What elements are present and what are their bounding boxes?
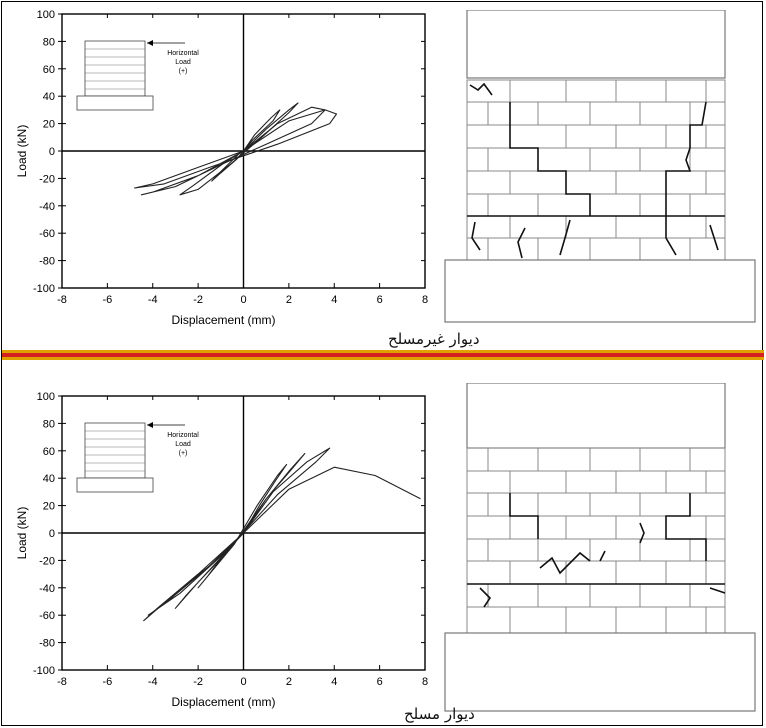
y-tick-label: 60 xyxy=(43,64,55,76)
reinforced-wall-crack-pattern xyxy=(444,383,756,712)
separator-top-line xyxy=(2,350,764,353)
crack-lines xyxy=(467,82,725,259)
y-axis-label: Load (kN) xyxy=(15,507,29,560)
hysteresis-loop-4 xyxy=(243,466,421,534)
y-tick-label: 100 xyxy=(37,9,55,21)
hysteresis-loop-3 xyxy=(147,447,331,616)
x-tick-label: -6 xyxy=(102,294,112,306)
inset-label-line2: Load xyxy=(175,441,191,448)
unreinforced-wall-crack-pattern xyxy=(444,10,756,323)
inset-label-line2: Load xyxy=(175,59,191,66)
y-tick-label: 20 xyxy=(43,119,55,131)
crack-lines xyxy=(467,493,726,608)
x-tick-label: -4 xyxy=(148,676,158,688)
x-tick-label: 4 xyxy=(331,294,337,306)
y-tick-label: -100 xyxy=(33,283,55,295)
x-tick-label: 0 xyxy=(240,294,246,306)
inset-wall-sketch: Horizontal Load (+) xyxy=(76,422,199,493)
x-tick-label: 6 xyxy=(377,294,383,306)
y-tick-label: 60 xyxy=(43,446,55,458)
x-axis-label: Displacement (mm) xyxy=(171,313,275,327)
y-tick-label: 40 xyxy=(43,91,55,103)
x-tick-label: -6 xyxy=(102,676,112,688)
x-tick-label: -2 xyxy=(193,294,203,306)
x-tick-label: 0 xyxy=(240,676,246,688)
unreinforced-wall-caption: دیوار غیرمسلح xyxy=(388,330,480,348)
y-tick-label: -20 xyxy=(39,173,55,185)
reinforced-wall-caption: دیوار مسلح xyxy=(404,705,475,723)
hysteresis-loop-3 xyxy=(140,106,326,196)
separator-bottom-line xyxy=(2,357,764,360)
y-axis-label: Load (kN) xyxy=(15,125,29,178)
hysteresis-loop-4 xyxy=(134,109,338,189)
y-tick-label: -80 xyxy=(39,638,55,650)
brick-courses xyxy=(466,79,726,261)
y-tick-label: -60 xyxy=(39,228,55,240)
x-tick-label: 2 xyxy=(286,676,292,688)
hysteresis-loop-5 xyxy=(143,532,244,622)
y-tick-label: -60 xyxy=(39,610,55,622)
separator-mid-line xyxy=(2,353,764,357)
hysteresis-loop-2 xyxy=(174,452,306,609)
x-tick-label: 6 xyxy=(377,676,383,688)
x-tick-label: 8 xyxy=(422,676,428,688)
y-tick-label: -100 xyxy=(33,665,55,677)
hysteresis-loop-2 xyxy=(179,102,299,196)
inset-wall-sketch: Horizontal Load (+) xyxy=(76,40,199,111)
x-tick-label: -8 xyxy=(57,676,67,688)
y-tick-label: -40 xyxy=(39,583,55,595)
y-tick-label: 80 xyxy=(43,418,55,430)
brick-courses xyxy=(466,447,726,634)
y-tick-label: -40 xyxy=(39,201,55,213)
x-axis-label: Displacement (mm) xyxy=(171,695,275,709)
hysteresis-loop-1 xyxy=(197,463,288,589)
inset-label-line1: Horizontal xyxy=(167,50,199,57)
x-tick-label: 2 xyxy=(286,294,292,306)
inset-label-line3: (+) xyxy=(179,450,188,457)
inset-label-line1: Horizontal xyxy=(167,432,199,439)
y-tick-label: 40 xyxy=(43,473,55,485)
inset-label-line3: (+) xyxy=(179,68,188,75)
y-tick-label: 20 xyxy=(43,501,55,513)
y-tick-label: -80 xyxy=(39,256,55,268)
y-tick-label: 80 xyxy=(43,36,55,48)
x-tick-label: -4 xyxy=(148,294,158,306)
x-tick-label: -2 xyxy=(193,676,203,688)
y-tick-label: 0 xyxy=(49,528,55,540)
x-tick-label: 8 xyxy=(422,294,428,306)
y-tick-label: 100 xyxy=(37,391,55,403)
y-tick-label: -20 xyxy=(39,555,55,567)
y-tick-label: 0 xyxy=(49,146,55,158)
x-tick-label: -8 xyxy=(57,294,67,306)
x-tick-label: 4 xyxy=(331,676,337,688)
